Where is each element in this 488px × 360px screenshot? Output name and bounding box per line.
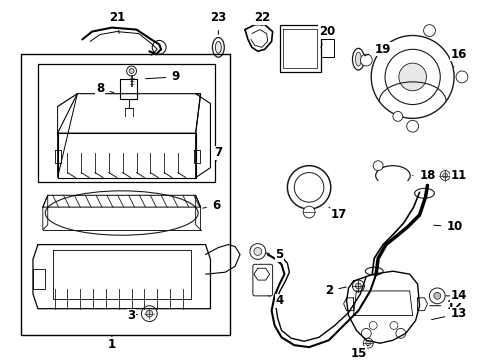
Circle shape — [370, 36, 453, 118]
Text: 16: 16 — [450, 48, 466, 67]
Circle shape — [361, 328, 370, 338]
Circle shape — [455, 71, 467, 83]
Text: 9: 9 — [145, 71, 180, 84]
Text: 11: 11 — [450, 169, 466, 182]
Text: 7: 7 — [214, 147, 222, 163]
Circle shape — [406, 120, 418, 132]
Circle shape — [439, 171, 449, 180]
Text: 17: 17 — [328, 207, 346, 221]
Text: 3: 3 — [127, 309, 137, 322]
Text: 10: 10 — [433, 220, 462, 233]
Text: 23: 23 — [210, 11, 226, 35]
Text: 13: 13 — [430, 307, 466, 320]
Text: 5: 5 — [265, 248, 283, 261]
Circle shape — [355, 283, 361, 289]
Circle shape — [249, 244, 265, 259]
Circle shape — [253, 248, 261, 256]
Text: 8: 8 — [96, 82, 114, 95]
Circle shape — [365, 341, 370, 346]
Circle shape — [423, 25, 434, 36]
Circle shape — [389, 321, 397, 329]
Circle shape — [303, 206, 314, 218]
Circle shape — [287, 166, 330, 209]
Ellipse shape — [212, 37, 224, 57]
Circle shape — [372, 161, 382, 171]
Ellipse shape — [355, 52, 361, 66]
Text: 12: 12 — [429, 299, 462, 312]
Circle shape — [392, 112, 402, 121]
Circle shape — [433, 292, 440, 299]
Text: 1: 1 — [107, 336, 116, 351]
Text: 15: 15 — [349, 345, 367, 360]
Circle shape — [152, 40, 166, 54]
Circle shape — [141, 306, 157, 321]
Text: 2: 2 — [324, 284, 346, 297]
Ellipse shape — [45, 191, 198, 235]
Text: 6: 6 — [203, 199, 220, 212]
Ellipse shape — [352, 48, 364, 70]
Circle shape — [352, 280, 364, 292]
FancyBboxPatch shape — [252, 264, 272, 296]
Circle shape — [126, 66, 136, 76]
Ellipse shape — [215, 41, 221, 53]
Text: 4: 4 — [268, 294, 283, 307]
Circle shape — [398, 63, 426, 91]
Circle shape — [145, 310, 152, 317]
Circle shape — [360, 54, 371, 66]
Circle shape — [384, 49, 439, 104]
Text: 14: 14 — [445, 289, 466, 302]
Text: 20: 20 — [318, 25, 334, 47]
Circle shape — [442, 173, 447, 178]
Circle shape — [363, 338, 372, 348]
Circle shape — [368, 321, 376, 329]
Circle shape — [294, 172, 323, 202]
Text: 22: 22 — [253, 11, 269, 26]
Text: 18: 18 — [412, 169, 435, 182]
Text: 21: 21 — [108, 11, 124, 33]
Circle shape — [129, 68, 134, 73]
Circle shape — [428, 288, 444, 304]
Circle shape — [395, 328, 405, 338]
Text: 19: 19 — [364, 43, 390, 56]
